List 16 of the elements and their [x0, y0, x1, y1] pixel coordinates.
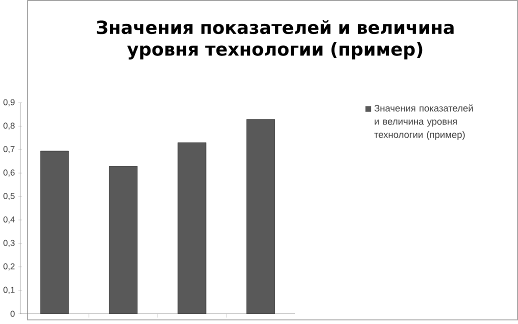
y-tick-label: 0,9 — [3, 99, 15, 106]
bar — [178, 142, 206, 314]
bar — [246, 119, 275, 314]
y-tick-label: 0,1 — [3, 286, 15, 294]
y-tick-label: 0,2 — [3, 263, 15, 270]
y-tick-label: 0,6 — [3, 170, 15, 177]
chart-title: Значения показателей и величина уровня технологии (пример) — [96, 20, 454, 60]
y-tick-label: 0,5 — [3, 192, 15, 200]
y-tick-label: 0,4 — [3, 216, 15, 224]
legend-label: Значения показателей и величина уровня технологии (пример) — [374, 104, 473, 140]
y-tick-label: 0 — [10, 310, 15, 317]
y-tick-label: 0,8 — [3, 122, 15, 130]
y-tick-label: 0,3 — [3, 240, 15, 247]
bar — [108, 166, 138, 314]
bar — [40, 150, 69, 314]
y-tick-label: 0,7 — [3, 146, 15, 154]
